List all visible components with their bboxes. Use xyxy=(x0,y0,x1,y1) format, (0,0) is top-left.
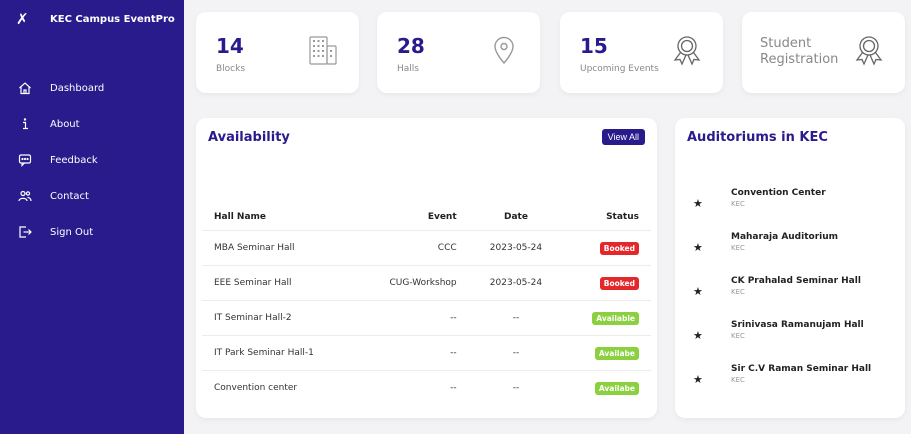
auditorium-subtitle: KEC xyxy=(731,332,745,340)
stat-card-halls[interactable]: 28 Halls xyxy=(377,12,540,93)
star-icon: ★ xyxy=(693,241,703,254)
auditorium-subtitle: KEC xyxy=(731,244,745,252)
sidebar-item-feedback[interactable]: Feedback xyxy=(0,142,184,178)
sidebar-item-label: Contact xyxy=(50,190,89,202)
auditorium-subtitle: KEC xyxy=(731,376,745,384)
table-row[interactable]: IT Seminar Hall-2 -- -- Available xyxy=(202,300,651,336)
list-item[interactable]: ★ Sir C.V Raman Seminar Hall KEC xyxy=(675,364,905,408)
auditorium-name: Sir C.V Raman Seminar Hall xyxy=(731,364,872,374)
auditorium-name: CK Prahalad Seminar Hall xyxy=(731,276,861,286)
event-cell: CUG-Workshop xyxy=(355,265,469,301)
auditorium-subtitle: KEC xyxy=(731,288,745,296)
column-header-status: Status xyxy=(606,212,639,222)
sidebar: ✗ KEC Campus EventPro Dashboard About Fe… xyxy=(0,0,184,434)
brand-name: KEC Campus EventPro xyxy=(50,13,175,25)
hall-name-cell: IT Park Seminar Hall-1 xyxy=(202,335,356,371)
auditoriums-list: ★ Convention Center KEC ★ Maharaja Audit… xyxy=(675,188,905,408)
status-badge: Availabe xyxy=(594,381,639,395)
stat-number: 14 xyxy=(216,34,244,58)
stat-label: Blocks xyxy=(216,64,246,74)
auditoriums-title: Auditoriums in KEC xyxy=(687,130,828,145)
sidebar-item-dashboard[interactable]: Dashboard xyxy=(0,70,184,106)
table-row[interactable]: IT Park Seminar Hall-1 -- -- Availabe xyxy=(202,335,651,371)
hall-name-cell: Convention center xyxy=(202,370,356,406)
date-cell: 2023-05-24 xyxy=(468,265,564,301)
event-cell: -- xyxy=(355,370,469,406)
star-icon: ★ xyxy=(693,197,703,210)
sidebar-item-about[interactable]: About xyxy=(0,106,184,142)
event-cell: -- xyxy=(355,300,469,336)
stat-number: 15 xyxy=(580,34,608,58)
list-item[interactable]: ★ CK Prahalad Seminar Hall KEC xyxy=(675,276,905,320)
sidebar-item-contact[interactable]: Contact xyxy=(0,178,184,214)
auditoriums-card: Auditoriums in KEC ★ Convention Center K… xyxy=(675,118,905,418)
availability-card: Availability View All Hall Name Event Da… xyxy=(196,118,657,418)
stat-number: 28 xyxy=(397,34,425,58)
event-cell: -- xyxy=(355,335,469,371)
hall-name-cell: EEE Seminar Hall xyxy=(202,265,356,301)
table-row[interactable]: Convention center -- -- Availabe xyxy=(202,370,651,406)
availability-title: Availability xyxy=(208,130,290,145)
stat-label: Upcoming Events xyxy=(580,64,659,74)
student-registration-card[interactable]: Student Registration xyxy=(742,12,905,93)
award-icon xyxy=(853,34,885,66)
list-item[interactable]: ★ Convention Center KEC xyxy=(675,188,905,232)
sidebar-item-label: Feedback xyxy=(50,154,98,166)
brand[interactable]: ✗ KEC Campus EventPro xyxy=(16,10,175,28)
location-pin-icon xyxy=(488,34,520,66)
table-header-row: Hall Name Event Date Status xyxy=(202,206,651,231)
feedback-icon xyxy=(18,153,32,167)
table-row[interactable]: EEE Seminar Hall CUG-Workshop 2023-05-24… xyxy=(202,265,651,301)
sidebar-item-sign-out[interactable]: Sign Out xyxy=(0,214,184,250)
table-row[interactable]: MBA Seminar Hall CCC 2023-05-24 Booked xyxy=(202,230,651,266)
hall-name-cell: IT Seminar Hall-2 xyxy=(202,300,356,336)
info-icon xyxy=(18,117,32,131)
status-badge: Availabe xyxy=(594,346,639,360)
contacts-icon xyxy=(18,189,32,203)
status-badge: Available xyxy=(592,311,639,325)
star-icon: ★ xyxy=(693,373,703,386)
date-cell: -- xyxy=(468,335,564,371)
list-item[interactable]: ★ Maharaja Auditorium KEC xyxy=(675,232,905,276)
award-icon xyxy=(671,34,703,66)
status-badge: Booked xyxy=(599,276,639,290)
star-icon: ★ xyxy=(693,329,703,342)
auditorium-name: Srinivasa Ramanujam Hall xyxy=(731,320,864,330)
student-registration-label: Student Registration xyxy=(760,36,839,67)
sidebar-item-label: Sign Out xyxy=(50,226,94,238)
stat-card-blocks[interactable]: 14 Blocks xyxy=(196,12,359,93)
view-all-button[interactable]: View All xyxy=(601,129,645,145)
status-badge: Booked xyxy=(599,241,639,255)
home-icon xyxy=(18,81,32,95)
sidebar-nav: Dashboard About Feedback Contact Sign Ou… xyxy=(0,70,184,250)
column-header-date: Date xyxy=(503,212,528,222)
star-icon: ★ xyxy=(693,285,703,298)
sign-out-icon xyxy=(18,225,32,239)
building-icon xyxy=(307,34,339,66)
date-cell: 2023-05-24 xyxy=(468,230,564,266)
stat-label: Halls xyxy=(397,64,419,74)
list-item[interactable]: ★ Srinivasa Ramanujam Hall KEC xyxy=(675,320,905,364)
stat-card-upcoming-events[interactable]: 15 Upcoming Events xyxy=(560,12,723,93)
column-header-event: Event xyxy=(427,212,457,222)
hall-name-cell: MBA Seminar Hall xyxy=(202,230,356,266)
sidebar-item-label: Dashboard xyxy=(50,82,105,94)
auditorium-subtitle: KEC xyxy=(731,200,745,208)
event-cell: CCC xyxy=(355,230,469,266)
brand-logo-icon: ✗ xyxy=(16,10,29,28)
availability-table: Hall Name Event Date Status MBA Seminar … xyxy=(202,206,651,406)
auditorium-name: Convention Center xyxy=(731,188,826,198)
date-cell: -- xyxy=(468,300,564,336)
auditorium-name: Maharaja Auditorium xyxy=(731,232,839,242)
sidebar-item-label: About xyxy=(50,118,80,130)
column-header-hall-name: Hall Name xyxy=(214,212,266,222)
date-cell: -- xyxy=(468,370,564,406)
